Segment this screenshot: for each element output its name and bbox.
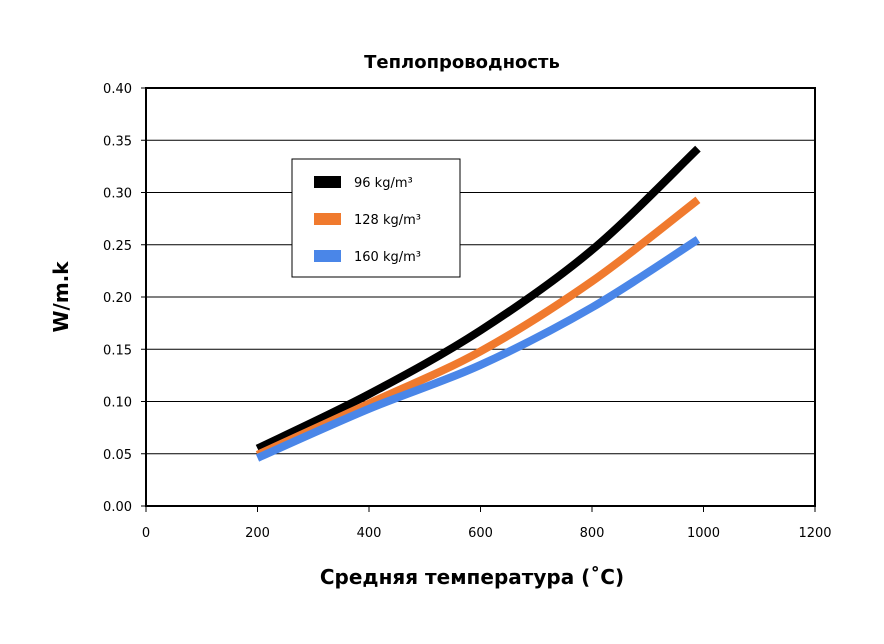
y-tick-label: 0.10 xyxy=(103,396,132,411)
x-tick-label: 200 xyxy=(245,526,270,541)
y-tick-label: 0.35 xyxy=(103,134,132,149)
legend-label: 96 kg/m³ xyxy=(354,176,413,191)
chart-title: Теплопроводность xyxy=(364,52,560,73)
legend-label: 128 kg/m³ xyxy=(354,213,421,228)
y-tick-label: 0.25 xyxy=(103,239,132,254)
x-axis-label: Средняя температура (˚C) xyxy=(320,565,624,589)
x-tick-label: 0 xyxy=(142,526,150,541)
y-tick-label: 0.00 xyxy=(103,500,132,515)
series-line-2 xyxy=(255,236,701,462)
x-tick-label: 800 xyxy=(580,526,605,541)
y-tick-label: 0.30 xyxy=(103,187,132,202)
legend-swatch xyxy=(314,176,341,188)
x-tick-label: 1200 xyxy=(798,526,831,541)
y-tick-label: 0.05 xyxy=(103,448,132,463)
y-tick-label: 0.20 xyxy=(103,291,132,306)
x-tick-label: 600 xyxy=(468,526,493,541)
x-tick-label: 400 xyxy=(357,526,382,541)
series-line-0 xyxy=(255,145,701,453)
x-tick-label: 1000 xyxy=(687,526,720,541)
y-axis-label: W/m.k xyxy=(49,261,73,333)
y-tick-label: 0.40 xyxy=(103,82,132,97)
legend-swatch xyxy=(314,213,341,225)
y-tick-label: 0.15 xyxy=(103,343,132,358)
legend-swatch xyxy=(314,250,341,262)
legend: 96 kg/m³ 128 kg/m³ 160 kg/m³ xyxy=(291,158,461,278)
legend-label: 160 kg/m³ xyxy=(354,250,421,265)
